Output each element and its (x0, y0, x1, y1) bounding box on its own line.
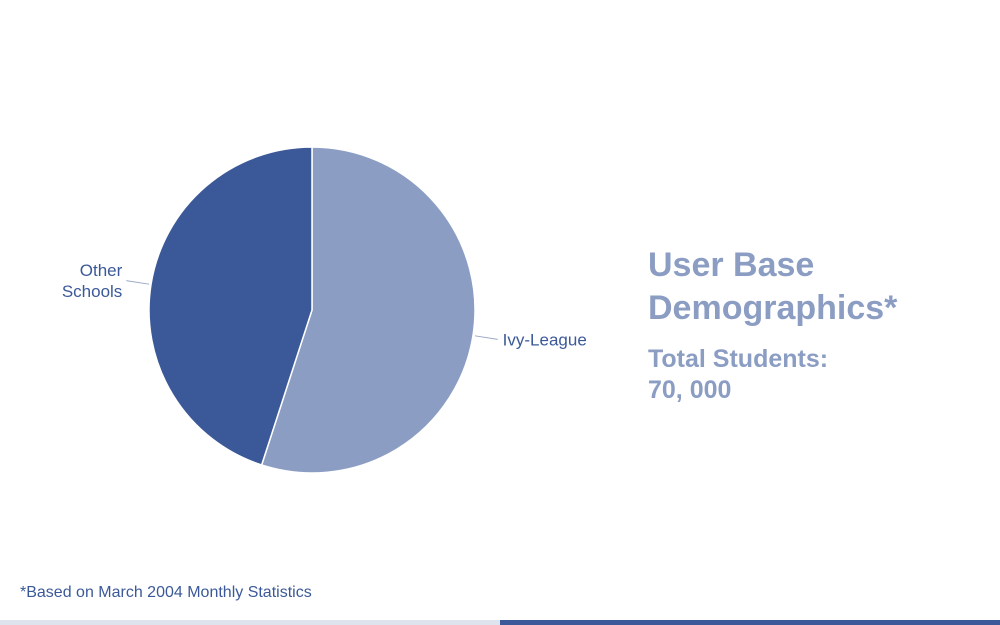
footnote: *Based on March 2004 Monthly Statistics (20, 584, 312, 601)
pie-slice-ivy-league (260, 146, 476, 474)
pie-slice-other-schools (148, 146, 313, 466)
pie-leader-line (474, 335, 498, 340)
title-block: User Base Demographics* Total Students: … (648, 244, 988, 406)
total-students: Total Students: 70, 000 (648, 345, 829, 404)
pie-chart: Ivy-League Other Schools (62, 146, 587, 474)
pie-label-other-schools: Other Schools (62, 261, 123, 301)
pie-leader-line (126, 280, 150, 285)
bottom-bar (0, 620, 1000, 625)
bottom-bar-light (0, 620, 500, 625)
bottom-bar-dark (500, 620, 1000, 625)
pie-label-ivy-league: Ivy-League (503, 330, 587, 349)
slide-title: User Base Demographics* (648, 246, 898, 327)
